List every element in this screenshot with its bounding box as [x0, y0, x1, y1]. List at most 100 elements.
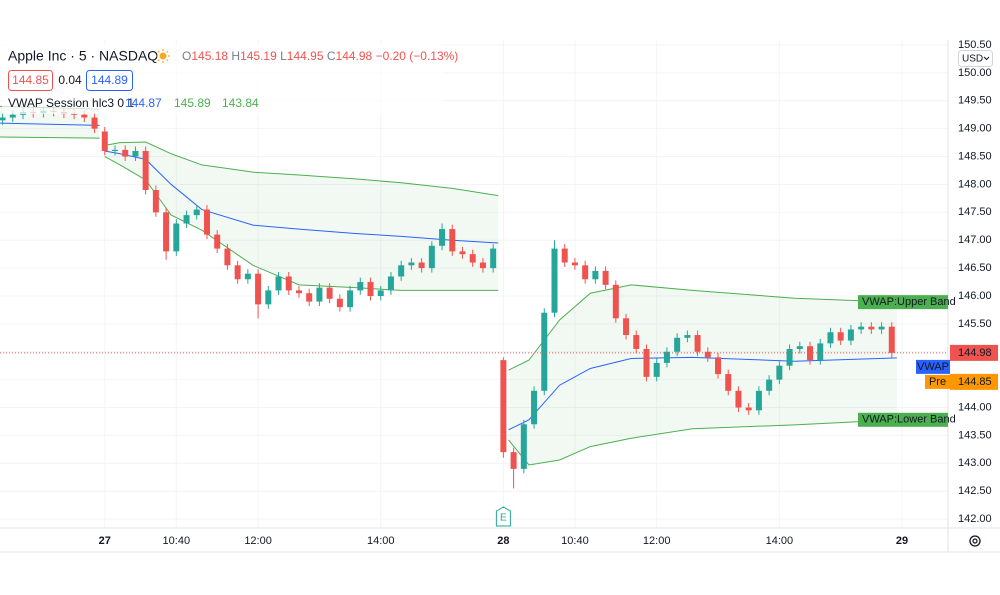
candle-body	[387, 276, 394, 291]
candle-body	[255, 273, 262, 305]
band-fill	[104, 142, 499, 291]
candle-body	[633, 335, 640, 349]
ohlc-legend: O145.18 H145.19 L144.95 C144.98 −0.20 (−…	[182, 49, 458, 63]
ohlc-key: O	[182, 49, 191, 63]
candle-body	[326, 287, 333, 299]
indicator-value: 145.89	[174, 96, 211, 110]
candle-body	[837, 332, 844, 341]
premarket-name: Pre	[929, 376, 946, 388]
candle-body	[766, 379, 773, 391]
candle-body	[306, 293, 313, 302]
candle-body	[541, 312, 548, 391]
candle-body	[817, 343, 824, 361]
candle-body	[214, 234, 221, 249]
ohlc-value: 144.95	[287, 49, 324, 63]
candle-body	[183, 215, 190, 224]
ohlc-key: L	[280, 49, 287, 63]
x-tick-label: 12:00	[244, 535, 272, 547]
candle-body	[367, 282, 374, 296]
x-tick-label: 12:00	[643, 535, 671, 547]
x-tick-label: 14:00	[367, 535, 395, 547]
premarket-tag	[925, 374, 950, 389]
candle-body	[81, 114, 88, 118]
candle-body	[224, 248, 231, 266]
candle-body	[500, 360, 507, 453]
candle-body	[71, 113, 78, 115]
event-label: E	[500, 513, 507, 524]
candle-body	[725, 374, 732, 391]
candle-body	[551, 248, 558, 313]
candle-body	[398, 265, 405, 277]
y-tick-label: 147.50	[958, 206, 992, 218]
candle-body	[469, 254, 476, 263]
bid-box[interactable]	[8, 70, 53, 91]
vwap-tag-label: VWAP	[917, 361, 949, 373]
candle-body	[295, 290, 302, 294]
candle-body	[694, 335, 701, 352]
candle-body	[132, 150, 139, 157]
y-tick-label: 142.00	[958, 513, 992, 525]
candle-body	[602, 270, 609, 285]
y-tick-label: 149.00	[958, 123, 992, 135]
x-tick-label: 27	[99, 535, 111, 547]
candle-body	[776, 365, 783, 380]
candle-body	[571, 262, 578, 266]
band-fill	[508, 284, 897, 465]
candle-body	[847, 329, 854, 341]
candle-body	[531, 390, 538, 425]
candle-body	[357, 282, 364, 291]
y-tick-label: 148.50	[958, 150, 992, 162]
candle-body	[612, 284, 619, 319]
candle-body	[755, 390, 762, 411]
candle-body	[142, 150, 149, 191]
currency-button[interactable]	[958, 50, 993, 67]
candle-body	[428, 245, 435, 269]
candle-body	[234, 265, 241, 280]
dropdown-caret	[983, 56, 990, 61]
candle-body	[316, 287, 323, 302]
indicator-value: 144.87	[125, 96, 162, 110]
y-tick-label: 149.50	[958, 95, 992, 107]
candle-body	[796, 346, 803, 349]
candle-body	[203, 209, 210, 235]
y-tick-label: 146.50	[958, 262, 992, 274]
indicator-name[interactable]: VWAP Session hlc3 0 1	[8, 96, 134, 110]
candle-body	[377, 290, 384, 296]
y-tick-label: 148.00	[958, 178, 992, 190]
candle-body	[858, 326, 865, 330]
last-price-tag	[950, 344, 998, 361]
ohlc-value: 144.98	[336, 49, 373, 63]
candle-body	[520, 424, 527, 469]
candle-body	[510, 452, 517, 469]
settings-button[interactable]	[969, 535, 981, 547]
overlay-line	[0, 136, 897, 466]
y-tick-label: 144.00	[958, 401, 992, 413]
y-tick-label: 145.50	[958, 318, 992, 330]
premarket-price-tag	[950, 373, 998, 390]
y-tick-label: 150.50	[958, 39, 992, 51]
symbol-title[interactable]: Apple Inc · 5 · NASDAQ	[8, 48, 158, 64]
last-price-label: 144.98	[958, 347, 992, 359]
event-marker	[495, 506, 511, 527]
candle-body	[704, 351, 711, 358]
ask-box[interactable]	[86, 70, 133, 91]
band-tag	[858, 295, 948, 310]
candle-body	[663, 351, 670, 363]
ohlc-key: C	[327, 49, 336, 63]
y-tick-label: 142.50	[958, 485, 992, 497]
candle-body	[152, 190, 159, 213]
band-tag	[858, 412, 948, 427]
x-tick-label: 14:00	[766, 535, 794, 547]
candle-body	[265, 290, 272, 305]
ohlc-key: H	[231, 49, 240, 63]
legend-bg	[2, 44, 442, 114]
candle-body	[336, 298, 343, 308]
candle-body	[653, 362, 660, 377]
candle-body	[715, 357, 722, 375]
candle-body	[347, 290, 354, 308]
y-tick-label: 150.00	[958, 67, 992, 79]
candle-body	[173, 223, 180, 252]
candle-body	[582, 265, 589, 280]
y-tick-label: 143.00	[958, 457, 992, 469]
band-tag-label: VWAP:Lower Band	[862, 414, 956, 426]
